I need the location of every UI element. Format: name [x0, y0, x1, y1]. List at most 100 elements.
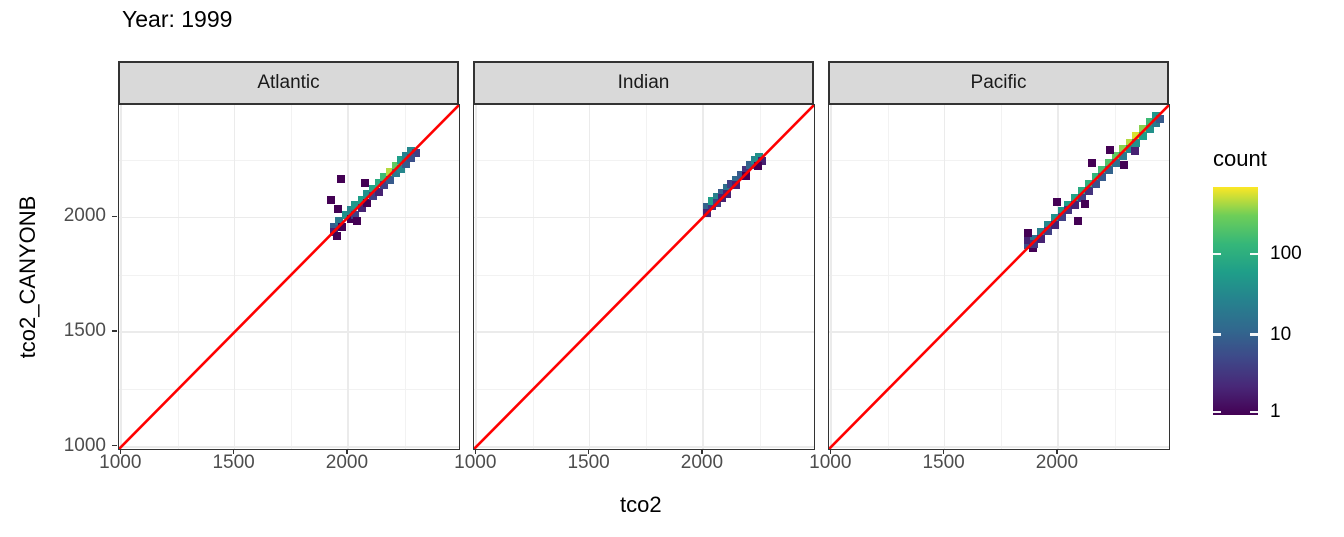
bin2d-cell: [708, 196, 716, 205]
x-tick-mark: [829, 449, 832, 454]
gridline-minor-vertical: [291, 105, 293, 449]
bin2d-cell: [750, 156, 759, 165]
bin2d-cell: [1098, 166, 1107, 175]
bin2d-cell: [411, 148, 420, 157]
bin2d-cell: [723, 184, 732, 193]
bin2d-cell: [363, 199, 372, 208]
bin2d-cell: [1081, 199, 1090, 208]
bin2d-cell: [703, 203, 712, 212]
bin2d-cell: [732, 175, 741, 184]
y-tick-label: 1500: [63, 320, 106, 342]
y-tick-mark: [112, 330, 117, 332]
x-tick-label: 1500: [567, 452, 610, 473]
bin2d-cell: [368, 192, 377, 201]
gridline-minor-vertical: [177, 105, 179, 449]
gridline-major-vertical: [475, 105, 478, 449]
facet-strip-atlantic: Atlantic: [118, 61, 459, 105]
bin2d-cell: [332, 232, 341, 241]
gridline-minor-horizontal: [829, 389, 1169, 391]
colorbar-tick-mark: [1250, 333, 1258, 336]
gridline-major-horizontal: [829, 331, 1169, 333]
bin2d-cell: [1084, 179, 1093, 188]
bin2d-cell: [758, 157, 767, 166]
bin2d-cell: [1024, 236, 1032, 245]
bin2d-cell: [397, 156, 406, 165]
bin2d-cell: [402, 151, 411, 160]
bin2d-cell: [391, 169, 400, 178]
bin2d-cell: [1087, 159, 1096, 168]
bin2d-cell: [335, 216, 344, 225]
x-tick-label: 1000: [99, 452, 142, 473]
bin2d-cell: [374, 187, 383, 196]
gridline-major-vertical: [830, 105, 833, 449]
bin2d-cell: [1106, 146, 1115, 155]
bin2d-cell: [746, 161, 755, 170]
bin2d-cell: [1139, 124, 1148, 133]
bin2d-cell: [380, 181, 389, 190]
bin2d-cell: [1151, 118, 1160, 127]
gridline-major-vertical: [120, 105, 123, 449]
bin2d-cell: [368, 184, 377, 193]
gridline-major-horizontal: [119, 331, 459, 333]
facet-strip-pacific: Pacific: [828, 61, 1169, 105]
gridline-minor-vertical: [532, 105, 534, 449]
x-tick-mark: [587, 449, 590, 454]
bin2d-cell: [1151, 112, 1160, 120]
colorbar-tick-label: 10: [1270, 323, 1292, 345]
facet-strip-indian: Indian: [473, 61, 814, 105]
identity-reference-line: [119, 105, 459, 449]
x-tick-mark: [232, 449, 235, 454]
bin2d-cell: [338, 223, 347, 231]
bin2d-cell: [1119, 160, 1128, 169]
bin2d-cell: [1024, 241, 1032, 250]
bin2d-cell: [397, 164, 406, 173]
colorbar-tick-mark: [1213, 252, 1221, 256]
bin2d-cell: [1037, 234, 1046, 243]
gridline-major-vertical: [702, 105, 704, 449]
x-tick-label: 1000: [809, 452, 852, 473]
bin2d-cell: [1105, 166, 1114, 175]
bin2d-cell: [330, 222, 339, 231]
gridline-minor-horizontal: [474, 160, 814, 162]
bin2d-cell: [1145, 124, 1154, 133]
colorbar-tick-mark: [1213, 410, 1221, 414]
y-axis-title: tco2_CANYONB: [15, 195, 40, 359]
bin2d-cell: [346, 215, 355, 224]
y-tick-label: 1000: [63, 434, 106, 456]
bin2d-cell: [357, 196, 366, 205]
bin2d-cell: [1118, 152, 1127, 161]
bin2d-cell: [1043, 221, 1052, 230]
gridline-major-horizontal: [474, 445, 814, 448]
x-tick-mark: [119, 449, 122, 454]
gridline-major-horizontal: [474, 216, 814, 219]
bin2d-cell: [1057, 207, 1066, 216]
gridline-major-horizontal: [119, 216, 459, 219]
bin2d-cell: [385, 167, 394, 176]
bin2d-cell: [353, 216, 362, 225]
bin2d-cell: [1050, 214, 1059, 223]
y-tick-mark: [112, 444, 117, 447]
bin2d-cell: [1105, 159, 1114, 168]
bin2d-cell: [1132, 138, 1141, 147]
bin2d-cell: [754, 162, 763, 171]
gridline-minor-horizontal: [474, 389, 814, 391]
gridline-major-horizontal: [829, 216, 1169, 219]
bin2d-cell: [337, 174, 346, 183]
bin2d-cell: [1131, 146, 1139, 155]
y-tick-label: 2000: [63, 205, 106, 227]
bin2d-cell: [1071, 200, 1080, 209]
x-tick-mark: [346, 449, 348, 454]
bin2d-cell: [402, 160, 411, 169]
gridline-minor-vertical: [887, 105, 889, 449]
bin2d-cell: [1057, 213, 1066, 222]
colorbar-tick-label: 1: [1270, 401, 1281, 422]
bin2d-cell: [1091, 179, 1100, 188]
identity-reference-line: [474, 105, 814, 449]
bin2d-cell: [385, 176, 394, 185]
facet-strip-label: Atlantic: [257, 72, 320, 93]
facet-panel-atlantic: [118, 104, 460, 450]
gridline-major-vertical: [1057, 105, 1059, 449]
x-tick-label: 1000: [454, 452, 497, 473]
legend-title: count: [1213, 146, 1267, 171]
